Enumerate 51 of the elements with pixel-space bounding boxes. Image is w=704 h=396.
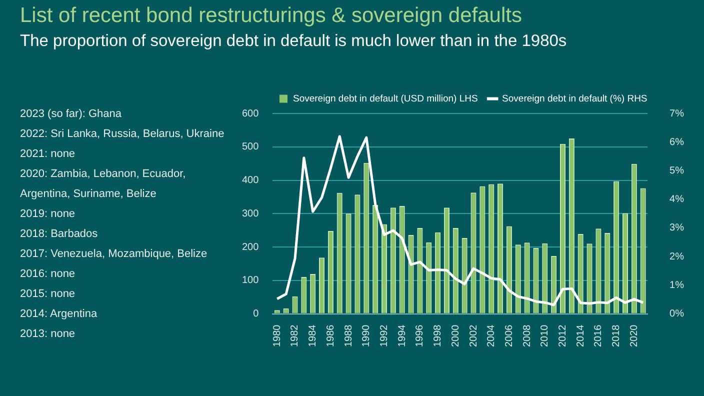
- y2-tick-label: 5%: [670, 165, 684, 176]
- x-tick-label: 2000: [450, 324, 462, 348]
- x-tick-label: 1992: [379, 324, 390, 348]
- x-tick-label: 1994: [396, 324, 408, 348]
- x-tick-label: 1990: [361, 324, 372, 348]
- y2-tick-label: 2%: [670, 251, 684, 262]
- text: 2018: Barbados: [20, 227, 99, 242]
- y2-tick-label: 3%: [670, 222, 684, 234]
- y-tick-label: 600: [242, 108, 260, 120]
- y-tick-label: 500: [242, 142, 260, 153]
- y2-tick-label: 6%: [670, 136, 684, 148]
- x-tick-label: 1998: [432, 324, 444, 348]
- y-tick-label: 100: [242, 275, 260, 286]
- chart-subtitle: The proportion of sovereign debt in default is much lower than in the 1980s: [20, 32, 567, 51]
- x-tick-label: 1986: [325, 324, 336, 348]
- y-tick-label: 0: [253, 308, 260, 320]
- text: 2022: Sri Lanka, Russia, Belarus, Ukraine: [20, 127, 226, 142]
- text: 2019: none: [20, 207, 76, 222]
- y-tick-label: 400: [242, 175, 260, 186]
- x-tick-label: 2018: [611, 324, 622, 348]
- text: 2014: Argentina: [20, 307, 98, 322]
- x-tick-label: 1980: [272, 324, 283, 348]
- x-tick-label: 1984: [308, 324, 319, 348]
- x-tick-label: 2014: [575, 324, 586, 348]
- y-tick-label: 300: [242, 208, 260, 220]
- x-tick-label: 2010: [540, 324, 551, 348]
- y2-tick-label: 4%: [670, 194, 684, 206]
- text: 2013: none: [20, 327, 76, 342]
- x-tick-label: 2016: [593, 324, 604, 348]
- chart-title: List of recent bond restructurings & sovereign defaults: [20, 4, 522, 28]
- x-tick-label: 1988: [343, 324, 354, 348]
- y-tick-label: 200: [242, 242, 260, 253]
- text: 2020: Zambia, Lebanon, Ecuador, Argentina, Suriname, Belize: [20, 167, 187, 202]
- x-tick-label: 1982: [290, 324, 301, 348]
- text: 2017: Venezuela, Mozambique, Belize: [20, 247, 208, 262]
- text: 2021: none: [20, 147, 76, 162]
- y2-tick-label: 1%: [670, 280, 684, 291]
- x-tick-label: 2006: [504, 324, 515, 348]
- text: 2016: none: [20, 267, 76, 282]
- x-tick-label: 2004: [486, 324, 498, 348]
- text: 2023 (so far): Ghana: [20, 107, 123, 122]
- legend-label: Sovereign debt in default (USD million) LHS: [292, 93, 478, 104]
- legend-label: Sovereign debt in default (%) RHS: [502, 93, 648, 104]
- x-tick-label: 1996: [414, 324, 426, 348]
- text: 2015: none: [20, 287, 76, 302]
- x-tick-label: 2008: [522, 324, 533, 348]
- x-tick-label: 2002: [468, 324, 480, 348]
- y2-tick-label: 0%: [670, 308, 684, 320]
- x-tick-label: 2012: [558, 324, 569, 348]
- x-tick-label: 2020: [628, 324, 640, 348]
- y2-tick-label: 7%: [670, 108, 684, 120]
